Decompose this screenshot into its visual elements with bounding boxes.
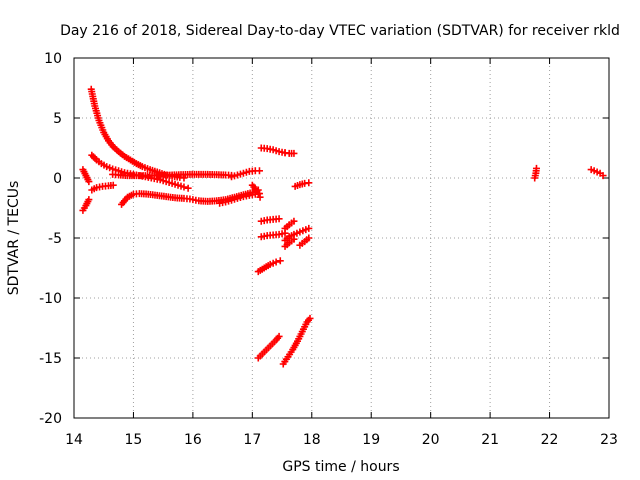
- data-point: [306, 314, 314, 322]
- data-point: [305, 179, 313, 187]
- series-arc-k: [248, 181, 264, 201]
- y-tick-label: -10: [39, 291, 62, 307]
- series-arc-a: [87, 85, 188, 182]
- series-arc-t: [296, 234, 313, 249]
- data-point: [255, 167, 263, 175]
- data-point: [276, 257, 284, 265]
- series-arc-d: [79, 166, 93, 186]
- y-tick-label: 0: [53, 171, 62, 187]
- y-tick-label: -5: [48, 231, 62, 247]
- x-tick-labels: 14 15 16 17 18 19 20 21 22 23: [65, 432, 618, 448]
- chart-title: Day 216 of 2018, Sidereal Day-to-day VTE…: [60, 23, 620, 39]
- data-point: [109, 181, 117, 189]
- x-tick-label: 19: [362, 432, 380, 448]
- data-point: [272, 258, 280, 266]
- data-point: [275, 332, 283, 340]
- series-arc-f: [118, 190, 194, 208]
- series-arc-x: [531, 164, 540, 182]
- y-tick-label: -15: [39, 351, 62, 367]
- grid-lines: [74, 58, 609, 418]
- data-point: [599, 172, 607, 180]
- data-point: [290, 235, 298, 243]
- x-tick-label: 17: [243, 432, 261, 448]
- x-tick-label: 22: [541, 432, 559, 448]
- data-point: [85, 196, 93, 204]
- y-tick-label: 5: [53, 111, 62, 127]
- x-tick-label: 14: [65, 432, 83, 448]
- data-point: [256, 193, 264, 201]
- data-point: [305, 224, 313, 232]
- series-arc-o: [257, 215, 283, 225]
- x-tick-label: 18: [303, 432, 321, 448]
- x-tick-label: 16: [184, 432, 202, 448]
- series-arc-e: [79, 196, 93, 214]
- data-point: [85, 178, 93, 186]
- series-arc-c: [88, 181, 117, 194]
- axis-ticks: [73, 57, 610, 419]
- data-point: [254, 190, 262, 198]
- y-tick-label: 10: [44, 51, 62, 67]
- series-arc-u: [254, 257, 284, 276]
- data-point: [281, 229, 289, 237]
- data-point: [290, 149, 298, 157]
- x-tick-label: 23: [600, 432, 618, 448]
- data-point: [275, 215, 283, 223]
- data-point: [532, 164, 540, 172]
- y-tick-labels: -20 -15 -10 -5 0 5 10: [39, 51, 62, 427]
- x-tick-label: 20: [422, 432, 440, 448]
- series-arc-n: [291, 179, 313, 190]
- y-tick-label: -20: [39, 411, 62, 427]
- y-axis-label: SDTVAR / TECUs: [6, 181, 22, 296]
- x-tick-label: 21: [481, 432, 499, 448]
- series-arc-p: [281, 217, 298, 232]
- x-axis-label: GPS time / hours: [282, 459, 399, 475]
- data-point: [180, 183, 188, 191]
- data-point: [184, 184, 192, 192]
- series-arc-m: [281, 149, 298, 157]
- series-arc-v: [254, 332, 283, 362]
- series-arc-s: [281, 235, 298, 250]
- series-arc-y: [587, 166, 607, 180]
- x-tick-label: 15: [125, 432, 143, 448]
- data-point: [305, 234, 313, 242]
- data-points: [79, 85, 607, 368]
- series-arc-j: [228, 167, 263, 181]
- plot-frame: [73, 57, 610, 419]
- series-arc-g: [109, 170, 236, 180]
- series-arc-w: [279, 314, 314, 368]
- series-arc-q: [257, 229, 289, 241]
- data-point: [290, 217, 298, 225]
